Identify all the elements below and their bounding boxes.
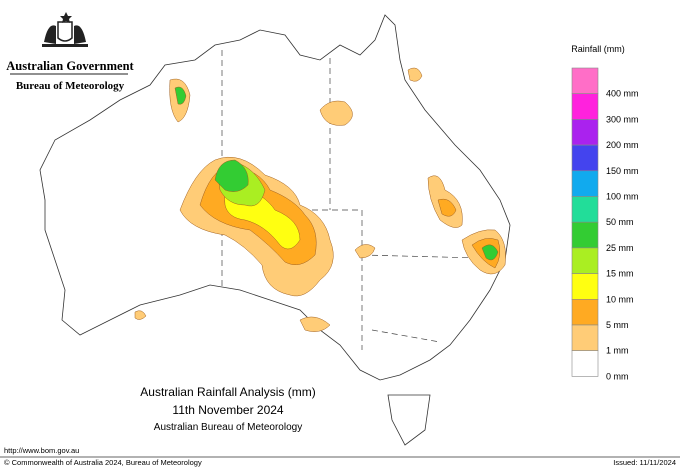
copyright: © Commonwealth of Australia 2024, Bureau… bbox=[4, 458, 202, 467]
legend: 400 mm 300 mm 200 mm 150 mm 100 mm 50 mm 25 mm… bbox=[571, 67, 639, 381]
rainfall bbox=[134, 67, 506, 332]
legend-swatch bbox=[571, 298, 599, 326]
map-date: 11th November 2024 bbox=[172, 403, 284, 417]
legend-swatch bbox=[571, 196, 599, 223]
legend-label: 15 mm bbox=[606, 269, 634, 279]
legend-label: 25 mm bbox=[606, 243, 634, 253]
legend-label: 300 mm bbox=[606, 114, 639, 124]
agency: Bureau of Meteorology bbox=[16, 80, 125, 92]
legend-title: Rainfall (mm) bbox=[571, 44, 625, 54]
legend-label: 400 mm bbox=[606, 89, 639, 99]
legend-swatch bbox=[571, 350, 599, 377]
crest bbox=[42, 12, 88, 47]
legend-swatch bbox=[571, 144, 599, 172]
legend-swatch bbox=[571, 247, 599, 274]
map bbox=[39, 14, 511, 446]
legend-label: 200 mm bbox=[606, 140, 639, 150]
legend-swatch bbox=[571, 170, 599, 197]
legend-swatch bbox=[571, 273, 599, 300]
legend-label: 150 mm bbox=[606, 166, 639, 176]
url: http://www.bom.gov.au bbox=[4, 446, 79, 455]
legend-swatch bbox=[571, 119, 599, 146]
legend-swatch bbox=[571, 67, 599, 95]
map-source: Australian Bureau of Meteorology bbox=[154, 422, 302, 433]
tasmania bbox=[387, 394, 431, 446]
legend-swatch bbox=[571, 93, 599, 120]
legend-swatch bbox=[571, 324, 599, 352]
government: Australian Government bbox=[6, 59, 134, 73]
legend-label: 1 mm bbox=[606, 346, 629, 356]
map-title: Australian Rainfall Analysis (mm) bbox=[140, 385, 315, 399]
legend-label: 50 mm bbox=[606, 217, 634, 227]
legend-label: 100 mm bbox=[606, 192, 639, 202]
issued: Issued: 11/11/2024 bbox=[613, 458, 676, 467]
legend-label: 5 mm bbox=[606, 320, 629, 330]
legend-label: 0 mm bbox=[606, 371, 629, 381]
state-borders bbox=[221, 50, 481, 350]
legend-swatch bbox=[571, 221, 599, 249]
legend-label: 10 mm bbox=[606, 294, 634, 304]
